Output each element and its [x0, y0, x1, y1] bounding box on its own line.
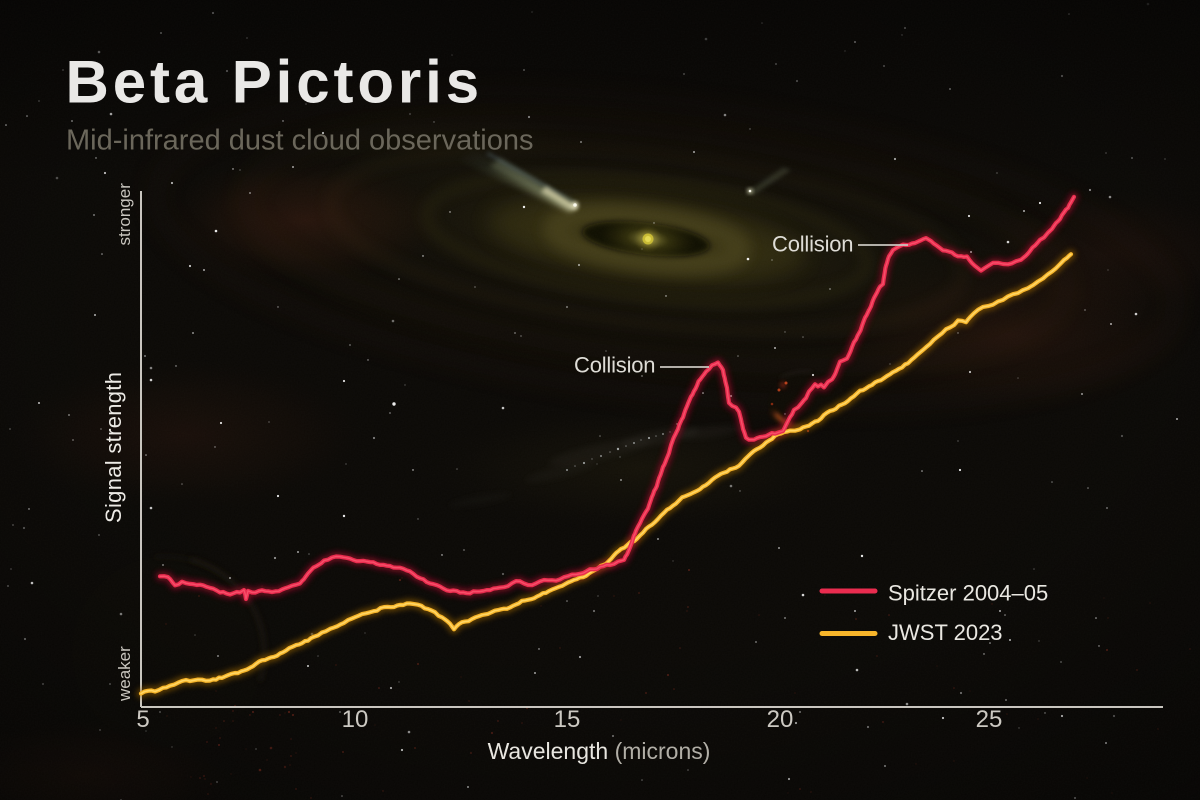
svg-text:stronger: stronger — [115, 183, 134, 246]
svg-text:Signal strength: Signal strength — [101, 372, 126, 523]
svg-text:Beta Pictoris: Beta Pictoris — [66, 49, 484, 116]
svg-text:15: 15 — [554, 706, 581, 733]
svg-text:Collision: Collision — [574, 353, 655, 378]
svg-text:20: 20 — [767, 706, 794, 733]
svg-text:5: 5 — [136, 706, 149, 733]
svg-text:JWST 2023: JWST 2023 — [888, 620, 1003, 645]
svg-text:10: 10 — [342, 706, 369, 733]
svg-text:weaker: weaker — [115, 646, 134, 702]
svg-text:25: 25 — [976, 706, 1003, 733]
svg-text:Spitzer 2004–05: Spitzer 2004–05 — [888, 581, 1048, 606]
svg-text:Wavelength (microns): Wavelength (microns) — [488, 738, 711, 764]
svg-text:Mid-infrared dust cloud observ: Mid-infrared dust cloud observations — [66, 125, 533, 157]
svg-text:Collision: Collision — [772, 232, 853, 257]
